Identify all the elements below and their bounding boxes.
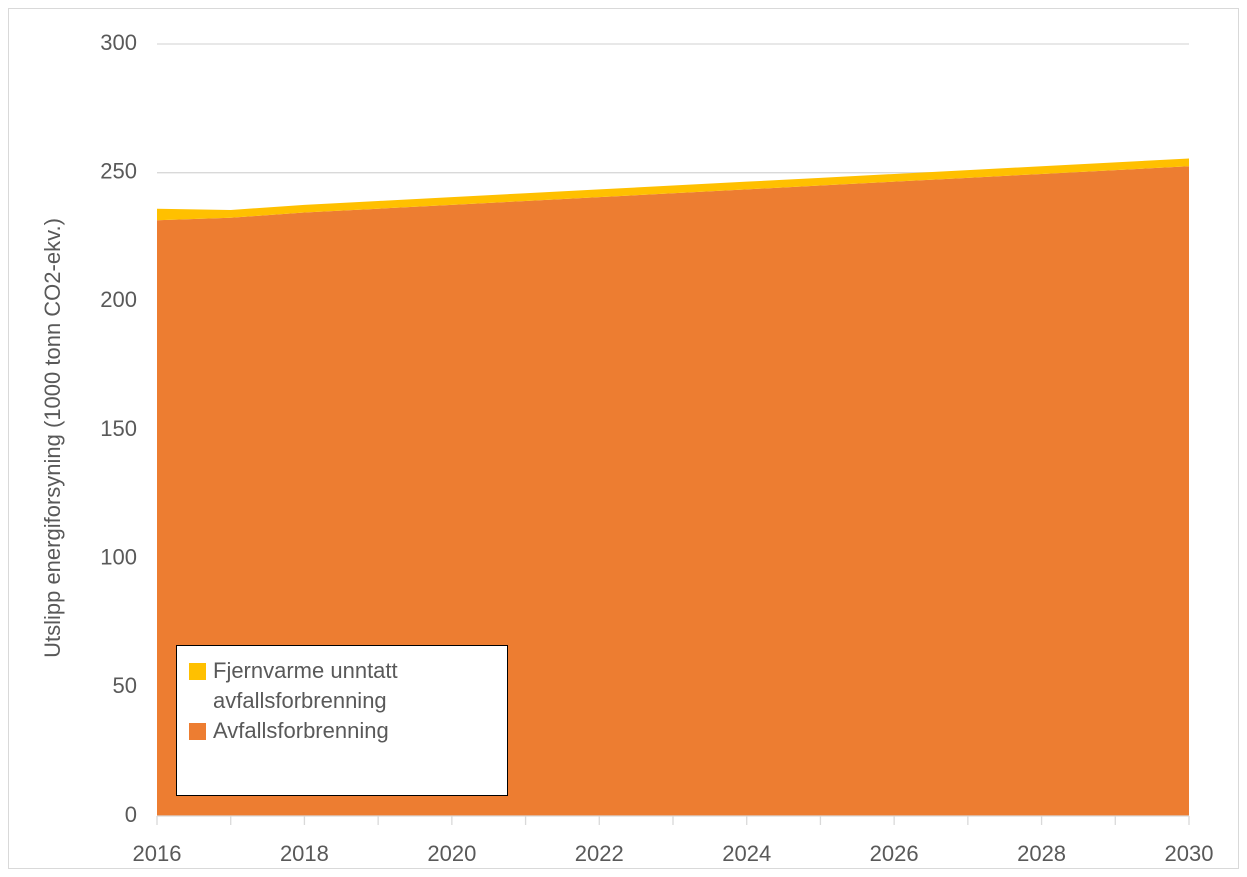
y-tick-label-200: 200 bbox=[100, 287, 137, 312]
legend-label-avfallsforbrenning: Avfallsforbrenning bbox=[213, 718, 389, 743]
y-tick-label-100: 100 bbox=[100, 544, 137, 569]
x-tick-label-2016: 2016 bbox=[133, 841, 182, 866]
area-fjernvarme-unntatt-avfallsforbrenning bbox=[157, 158, 1189, 221]
x-tick-label-2024: 2024 bbox=[722, 841, 771, 866]
x-tick-label-2022: 2022 bbox=[575, 841, 624, 866]
y-tick-label-300: 300 bbox=[100, 30, 137, 55]
x-tick-label-2020: 2020 bbox=[427, 841, 476, 866]
legend-swatch-fjernvarme bbox=[189, 663, 206, 680]
x-axis: 2016 2018 2020 2022 2024 2026 2028 2030 bbox=[133, 815, 1214, 866]
legend-label-fjernvarme: Fjernvarme unntatt avfallsforbrenning bbox=[213, 658, 398, 713]
y-tick-label-0: 0 bbox=[125, 802, 137, 827]
y-tick-label-250: 250 bbox=[100, 158, 137, 183]
y-tick-label-50: 50 bbox=[113, 673, 137, 698]
y-tick-label-150: 150 bbox=[100, 416, 137, 441]
x-tick-label-2028: 2028 bbox=[1017, 841, 1066, 866]
chart-frame bbox=[8, 8, 1239, 869]
legend-item-avfallsforbrenning: Avfallsforbrenning bbox=[189, 716, 507, 746]
x-tick-label-2030: 2030 bbox=[1165, 841, 1214, 866]
y-axis-label: Utslipp energiforsyning (1000 tonn CO2-e… bbox=[40, 218, 65, 658]
legend: Fjernvarme unntatt avfallsforbrenning Av… bbox=[176, 645, 508, 796]
y-axis-ticks: 0 50 100 150 200 250 300 bbox=[100, 30, 137, 827]
x-tick-label-2018: 2018 bbox=[280, 841, 329, 866]
legend-item-fjernvarme: Fjernvarme unntatt avfallsforbrenning bbox=[189, 656, 507, 716]
x-tick-label-2026: 2026 bbox=[870, 841, 919, 866]
legend-swatch-avfallsforbrenning bbox=[189, 723, 206, 740]
